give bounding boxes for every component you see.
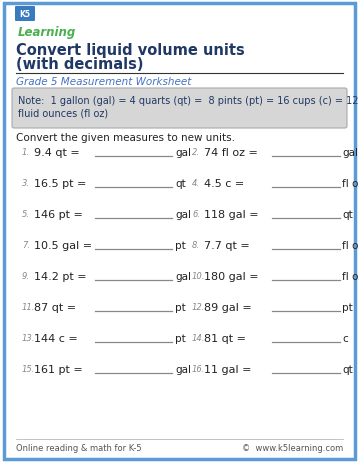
Text: gal: gal: [175, 148, 191, 158]
Text: 2.: 2.: [192, 148, 200, 156]
Text: 10.: 10.: [192, 271, 205, 281]
Text: 8.: 8.: [192, 240, 200, 250]
Text: fl oz: fl oz: [342, 179, 359, 188]
Text: 12.: 12.: [192, 302, 205, 311]
Text: 89 gal =: 89 gal =: [204, 302, 252, 313]
Text: Learning: Learning: [18, 26, 76, 39]
Text: 87 qt =: 87 qt =: [34, 302, 76, 313]
Text: 6.: 6.: [192, 210, 200, 219]
Text: 14.: 14.: [192, 333, 205, 342]
Text: 161 pt =: 161 pt =: [34, 364, 83, 374]
Text: pt: pt: [175, 240, 186, 250]
Text: gal: gal: [342, 148, 358, 158]
Text: 7.7 qt =: 7.7 qt =: [204, 240, 250, 250]
Text: 4.: 4.: [192, 179, 200, 188]
Text: 74 fl oz =: 74 fl oz =: [204, 148, 258, 158]
Text: fluid ounces (fl oz): fluid ounces (fl oz): [18, 109, 108, 119]
Text: 11.: 11.: [22, 302, 36, 311]
Text: fl oz: fl oz: [342, 240, 359, 250]
Text: 7.: 7.: [22, 240, 30, 250]
Text: c: c: [342, 333, 348, 343]
Text: pt: pt: [175, 302, 186, 313]
Text: 81 qt =: 81 qt =: [204, 333, 246, 343]
Text: 146 pt =: 146 pt =: [34, 210, 83, 219]
Text: 14.2 pt =: 14.2 pt =: [34, 271, 87, 282]
Text: gal: gal: [175, 364, 191, 374]
Text: K5: K5: [19, 10, 31, 19]
Text: pt: pt: [175, 333, 186, 343]
Text: qt: qt: [175, 179, 186, 188]
Text: (with decimals): (with decimals): [16, 57, 144, 72]
Text: qt: qt: [342, 210, 353, 219]
Text: 11 gal =: 11 gal =: [204, 364, 252, 374]
Text: qt: qt: [342, 364, 353, 374]
Text: 5.: 5.: [22, 210, 30, 219]
FancyBboxPatch shape: [15, 7, 35, 22]
Text: Convert liquid volume units: Convert liquid volume units: [16, 43, 245, 58]
Text: 9.4 qt =: 9.4 qt =: [34, 148, 80, 158]
Text: 10.5 gal =: 10.5 gal =: [34, 240, 92, 250]
Text: Online reading & math for K-5: Online reading & math for K-5: [16, 443, 141, 452]
Text: 180 gal =: 180 gal =: [204, 271, 258, 282]
Text: 16.5 pt =: 16.5 pt =: [34, 179, 87, 188]
Text: 3.: 3.: [22, 179, 30, 188]
Text: ©  www.k5learning.com: © www.k5learning.com: [242, 443, 343, 452]
Text: gal: gal: [175, 271, 191, 282]
Text: 16.: 16.: [192, 364, 205, 373]
FancyBboxPatch shape: [4, 4, 355, 459]
Text: 118 gal =: 118 gal =: [204, 210, 258, 219]
Text: 13.: 13.: [22, 333, 36, 342]
Text: Note:  1 gallon (gal) = 4 quarts (qt) =  8 pints (pt) = 16 cups (c) = 128: Note: 1 gallon (gal) = 4 quarts (qt) = 8…: [18, 96, 359, 106]
Text: fl oz: fl oz: [342, 271, 359, 282]
Text: 4.5 c =: 4.5 c =: [204, 179, 244, 188]
Text: 144 c =: 144 c =: [34, 333, 78, 343]
Text: 9.: 9.: [22, 271, 30, 281]
Text: pt: pt: [342, 302, 353, 313]
Text: 1.: 1.: [22, 148, 30, 156]
FancyBboxPatch shape: [12, 89, 347, 129]
Text: gal: gal: [175, 210, 191, 219]
Text: 15.: 15.: [22, 364, 36, 373]
Text: Grade 5 Measurement Worksheet: Grade 5 Measurement Worksheet: [16, 77, 191, 87]
Text: Convert the given measures to new units.: Convert the given measures to new units.: [16, 133, 235, 143]
